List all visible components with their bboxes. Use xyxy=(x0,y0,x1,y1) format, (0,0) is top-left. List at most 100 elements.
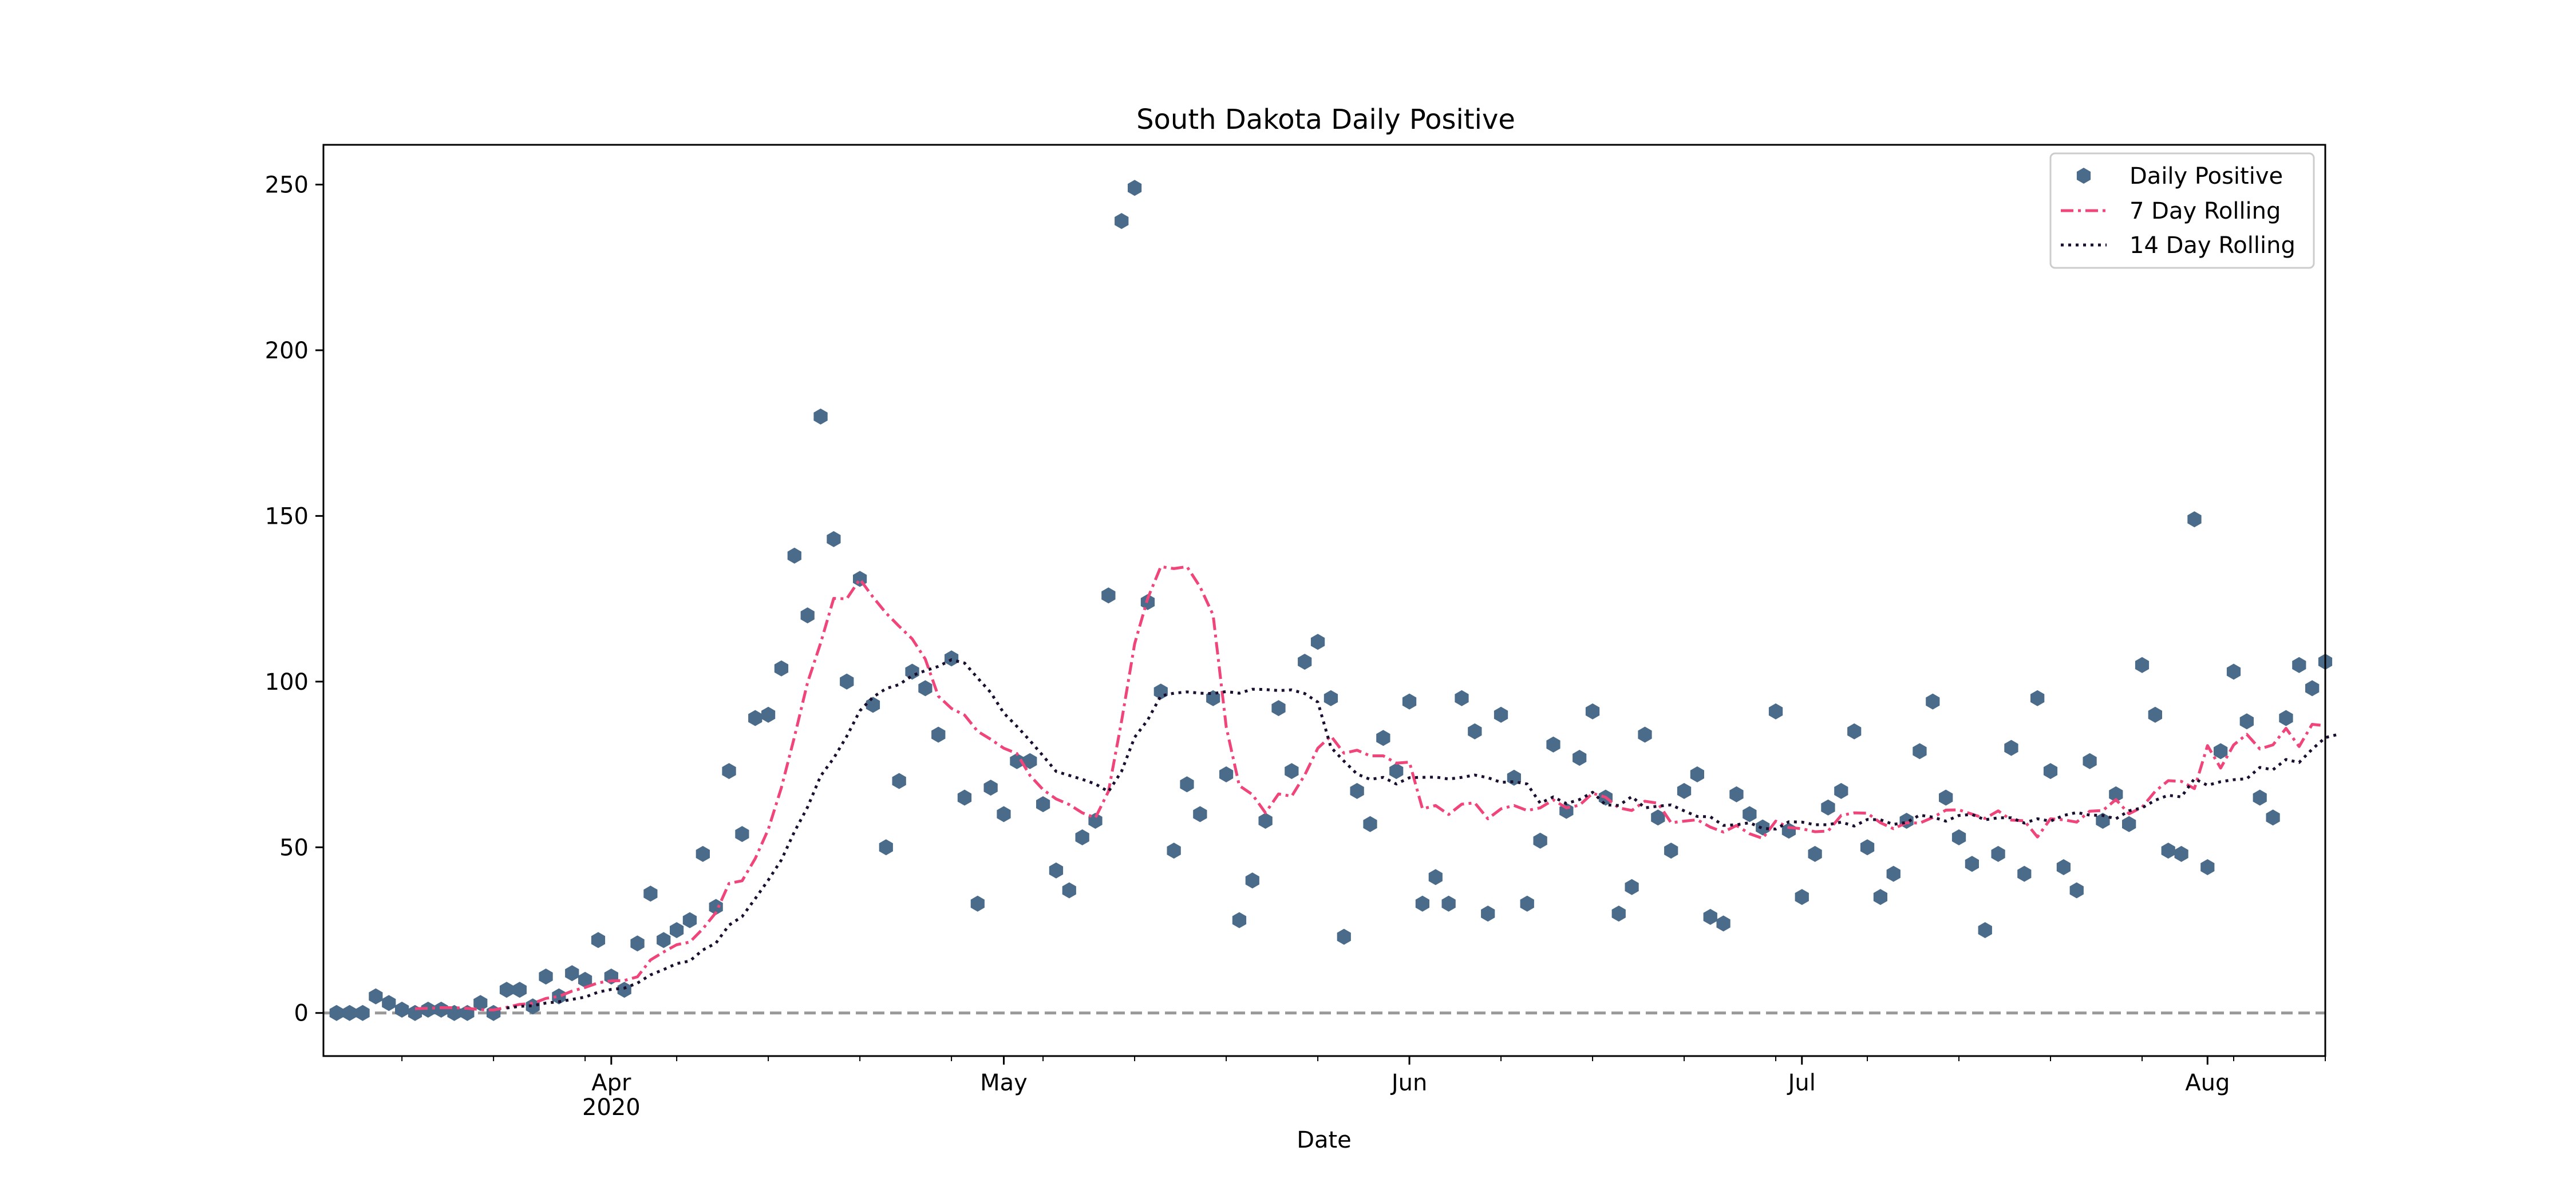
data-point-daily-positive xyxy=(578,971,592,988)
data-point-daily-positive xyxy=(1389,763,1404,780)
data-point-daily-positive xyxy=(2122,816,2136,832)
data-point-daily-positive xyxy=(813,408,828,425)
data-point-daily-positive xyxy=(1573,750,1587,766)
data-point-daily-positive xyxy=(1939,789,1953,806)
data-point-daily-positive xyxy=(1886,865,1901,882)
data-point-daily-positive xyxy=(2214,743,2228,760)
data-point-daily-positive xyxy=(682,912,697,928)
data-point-daily-positive xyxy=(918,680,933,697)
data-point-daily-positive xyxy=(552,988,566,1005)
data-point-daily-positive xyxy=(2266,809,2280,826)
plot-frame xyxy=(322,144,2326,1057)
data-point-daily-positive xyxy=(1402,693,1417,710)
data-point-daily-positive xyxy=(382,995,396,1011)
data-point-daily-positive xyxy=(1873,889,1887,906)
y-tick-label: 50 xyxy=(279,835,309,861)
data-point-daily-positive xyxy=(2200,859,2215,875)
data-point-daily-positive xyxy=(1455,690,1469,706)
data-point-daily-positive xyxy=(1638,726,1652,743)
legend-marker-daily-positive xyxy=(2076,168,2091,184)
data-point-daily-positive xyxy=(1441,895,1456,912)
data-point-daily-positive xyxy=(997,806,1011,823)
data-point-daily-positive xyxy=(1756,819,1770,836)
data-point-daily-positive xyxy=(957,789,972,806)
data-point-daily-positive xyxy=(1180,776,1194,793)
data-point-daily-positive xyxy=(1703,908,1717,925)
data-point-daily-positive xyxy=(1258,813,1273,829)
data-point-daily-positive xyxy=(1128,180,1142,196)
data-point-daily-positive xyxy=(434,1002,448,1018)
data-point-daily-positive xyxy=(1245,872,1259,889)
data-point-daily-positive xyxy=(1310,634,1325,650)
data-point-daily-positive xyxy=(1677,782,1692,799)
data-point-daily-positive xyxy=(722,763,736,780)
data-point-daily-positive xyxy=(2253,789,2267,806)
data-point-daily-positive xyxy=(1533,832,1547,849)
data-point-daily-positive xyxy=(2017,865,2032,882)
data-point-daily-positive xyxy=(2030,690,2045,706)
data-point-daily-positive xyxy=(565,965,579,982)
legend: Daily Positive 7 Day Rolling 14 Day Roll… xyxy=(2049,152,2315,269)
data-point-daily-positive xyxy=(329,1005,343,1021)
data-point-daily-positive xyxy=(696,845,710,862)
x-axis-label: Date xyxy=(1297,1127,1352,1153)
data-point-daily-positive xyxy=(970,895,985,912)
data-point-daily-positive xyxy=(1298,654,1312,670)
data-point-daily-positive xyxy=(1481,906,1495,922)
data-point-daily-positive xyxy=(1951,829,1966,845)
data-point-daily-positive xyxy=(1965,856,1979,872)
y-tick-label: 0 xyxy=(294,1001,309,1027)
data-point-daily-positive xyxy=(800,607,815,624)
data-point-daily-positive xyxy=(1716,915,1730,932)
data-point-daily-positive xyxy=(473,995,488,1011)
data-point-daily-positive xyxy=(983,780,998,796)
data-point-daily-positive xyxy=(774,660,789,677)
data-point-daily-positive xyxy=(827,531,841,547)
data-point-daily-positive xyxy=(1664,843,1678,859)
data-point-daily-positive xyxy=(1546,736,1560,753)
data-point-daily-positive xyxy=(1808,845,1822,862)
y-tick-label: 250 xyxy=(265,172,309,198)
legend-box xyxy=(2049,152,2315,269)
chart-title: South Dakota Daily Positive xyxy=(1136,104,1515,136)
data-point-daily-positive xyxy=(2305,680,2320,697)
data-point-daily-positive xyxy=(1350,782,1364,799)
legend-label-7-day-rolling: 7 Day Rolling xyxy=(2129,198,2281,224)
data-point-daily-positive xyxy=(2004,740,2018,756)
y-tick-label: 100 xyxy=(265,669,309,695)
data-point-daily-positive xyxy=(866,697,880,713)
data-point-daily-positive xyxy=(748,710,762,726)
data-point-daily-positive xyxy=(1062,882,1076,899)
data-point-daily-positive xyxy=(1023,753,1037,769)
data-point-daily-positive xyxy=(2135,657,2150,673)
data-point-daily-positive xyxy=(2187,511,2202,528)
data-point-daily-positive xyxy=(1768,703,1783,719)
data-point-daily-positive xyxy=(1834,782,1848,799)
data-point-daily-positive xyxy=(735,826,749,843)
x-tick-label: Jul xyxy=(1787,1070,1816,1096)
x-tick-sublabel: 2020 xyxy=(582,1094,641,1121)
data-point-daily-positive xyxy=(617,982,631,998)
data-point-daily-positive xyxy=(879,839,893,856)
x-tick-label: Apr xyxy=(591,1070,631,1096)
data-point-daily-positive xyxy=(342,1005,357,1021)
x-tick-label: May xyxy=(980,1070,1028,1096)
data-point-daily-positive xyxy=(2069,882,2084,899)
data-point-daily-positive xyxy=(591,932,606,948)
data-point-daily-positive xyxy=(2279,710,2293,726)
data-point-daily-positive xyxy=(1036,796,1050,812)
data-point-daily-positive xyxy=(1860,839,1875,856)
data-point-daily-positive xyxy=(1101,587,1116,604)
data-point-daily-positive xyxy=(1376,730,1390,746)
data-point-daily-positive xyxy=(892,773,906,789)
data-point-daily-positive xyxy=(2174,845,2188,862)
data-point-daily-positive xyxy=(512,982,527,998)
data-point-daily-positive xyxy=(1978,922,1992,938)
data-point-daily-positive xyxy=(2056,859,2071,875)
data-point-daily-positive xyxy=(1193,806,1207,823)
data-point-daily-positive xyxy=(931,726,946,743)
data-point-daily-positive xyxy=(1585,703,1600,719)
data-point-daily-positive xyxy=(670,922,684,938)
data-point-daily-positive xyxy=(840,673,854,690)
